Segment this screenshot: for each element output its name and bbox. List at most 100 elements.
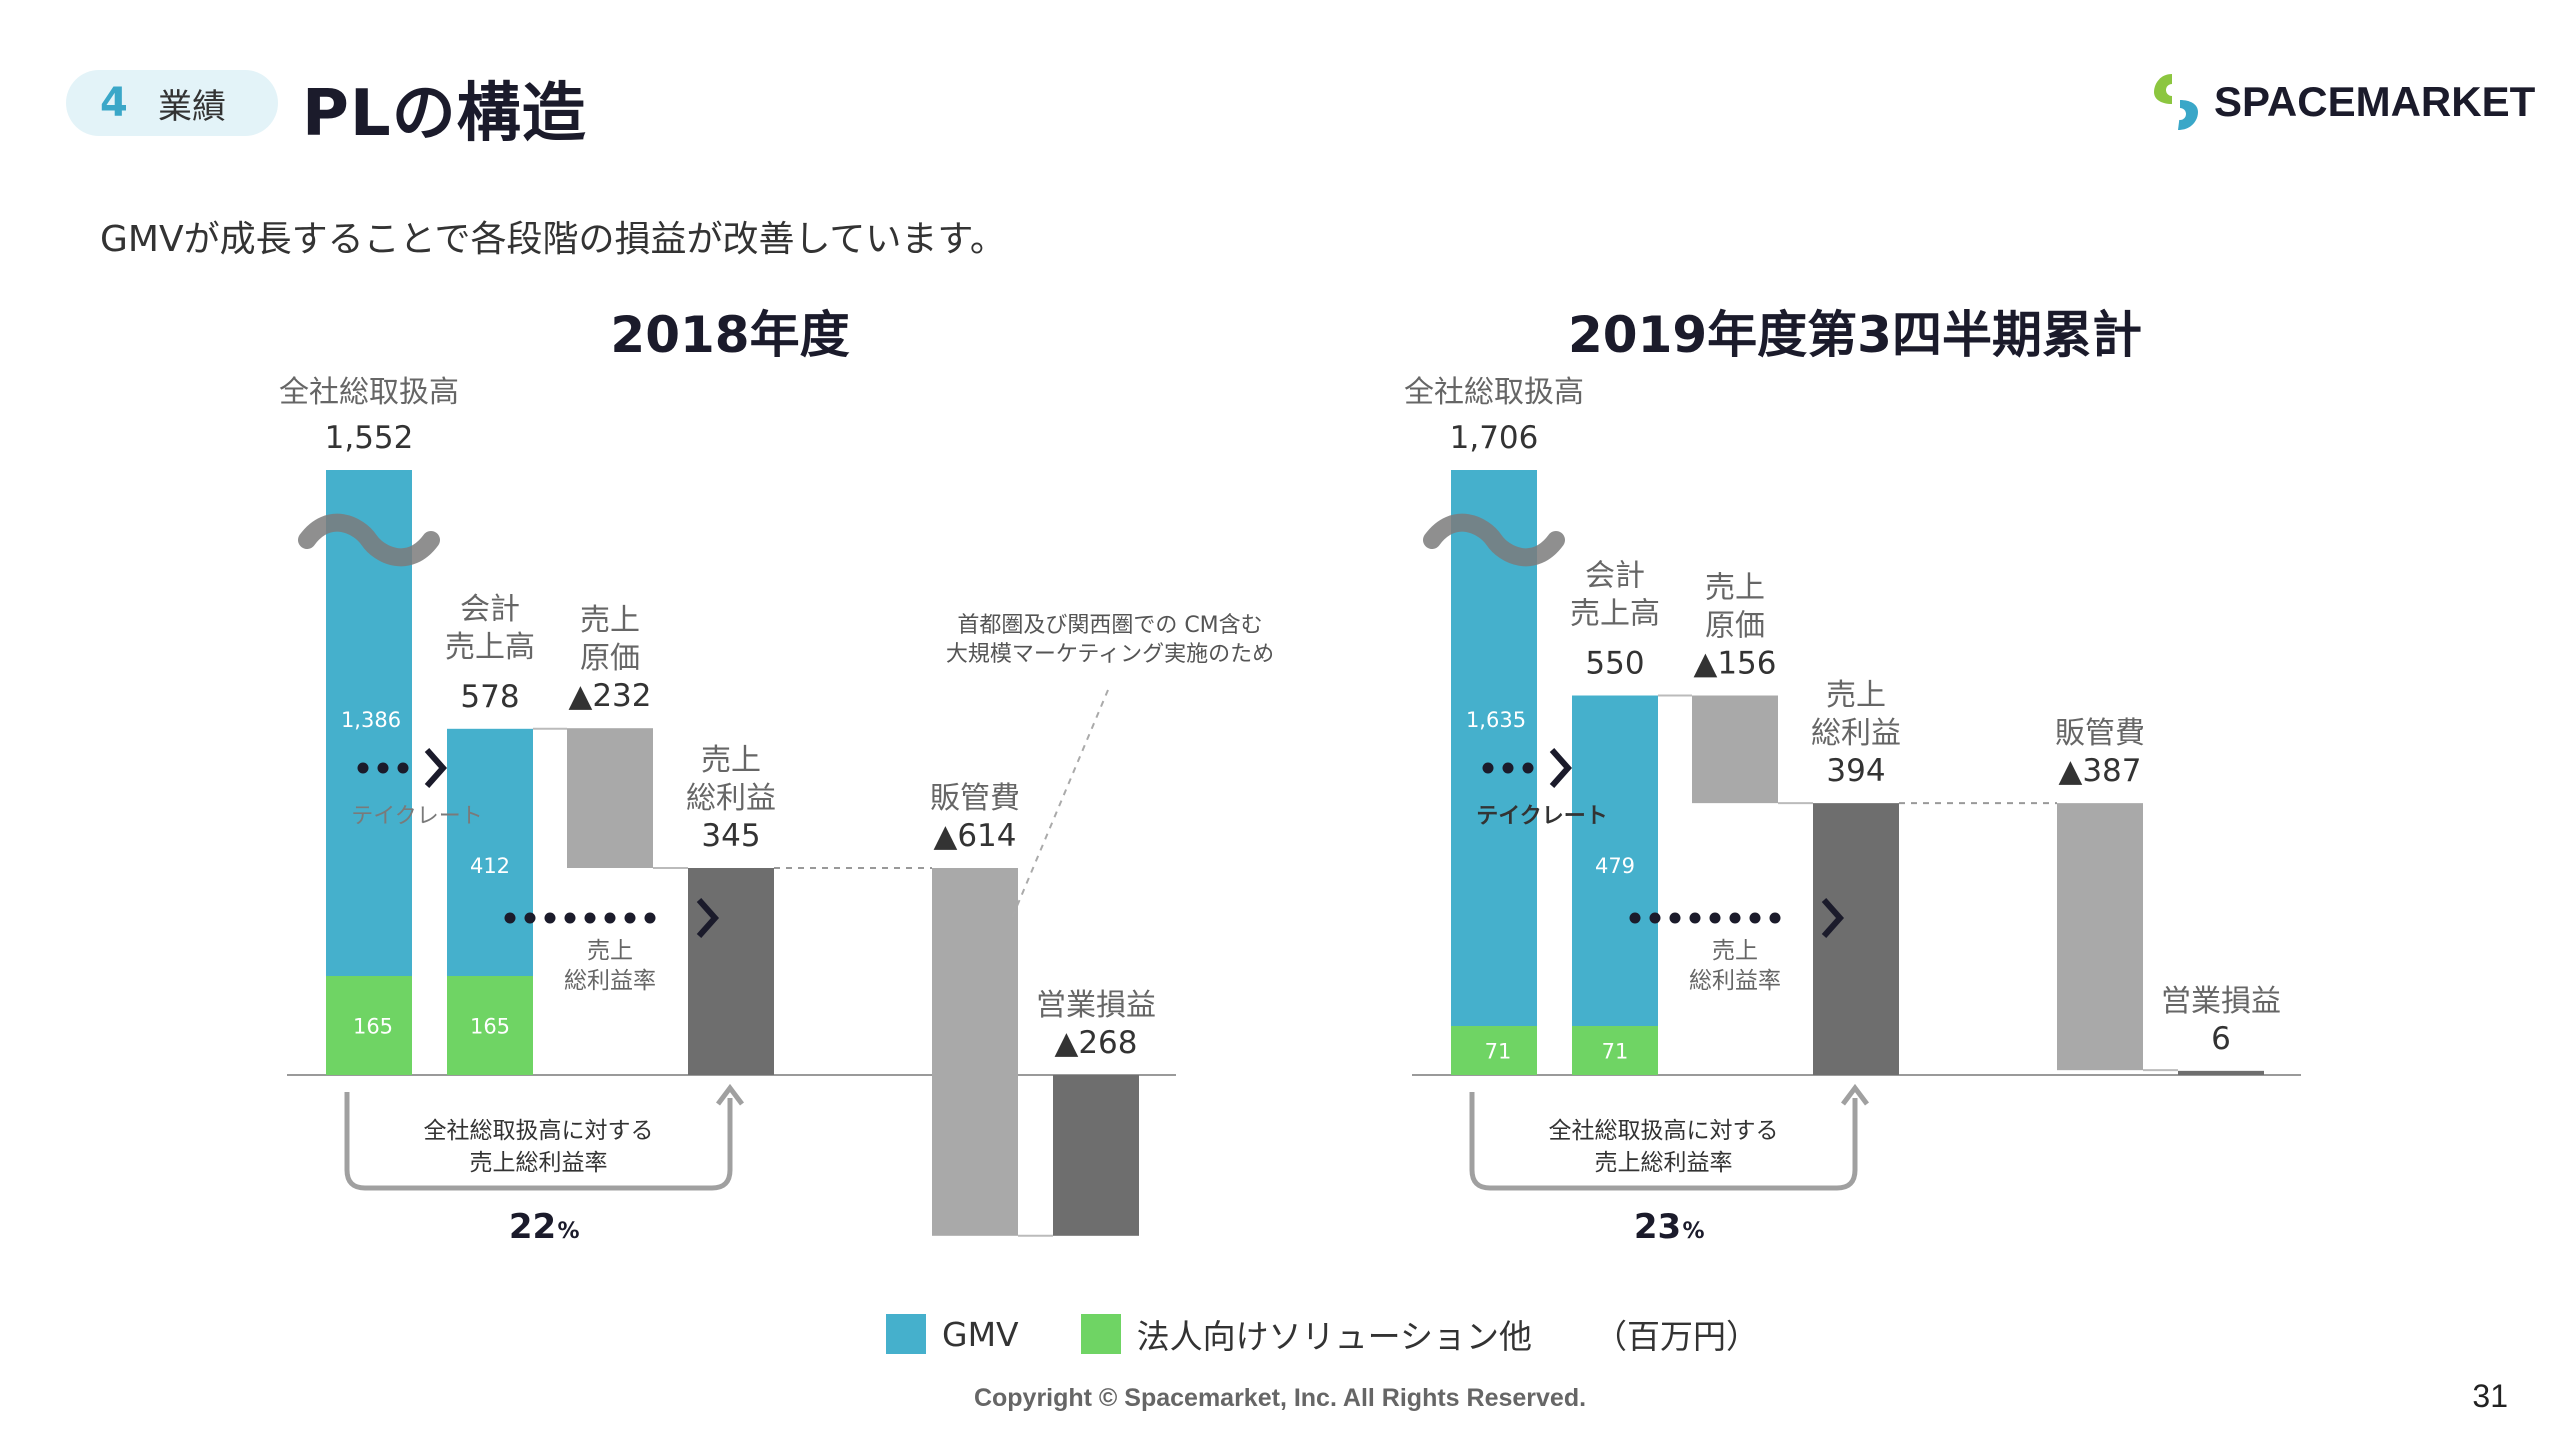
p1-margin-dot — [524, 912, 536, 924]
p2-margin-dot — [1629, 912, 1641, 924]
p2-ratio-arrow-icon — [1841, 1083, 1869, 1106]
p1-bar-label-step-3: 総利益 — [686, 781, 776, 816]
p1-annotation-text: 大規模マーケティング実施のため — [946, 642, 1274, 667]
p2-bar-value-step-3: 394 — [1826, 753, 1885, 789]
p1-bar-corporate-total — [326, 976, 412, 1075]
p1-margin-dot — [504, 912, 516, 924]
p1-margin-dot — [584, 912, 596, 924]
p1-bar-value-step-3: 345 — [701, 818, 760, 854]
section-badge: 4 業績 — [66, 70, 278, 136]
p1-bar-corporate-sales — [447, 976, 533, 1075]
legend-item-corporate: 法人向けソリューション他 — [1080, 1310, 1532, 1358]
p2-bar-label-step-3: 売上 — [1826, 678, 1886, 713]
p2-bar-value-step-5: 6 — [2211, 1021, 2231, 1057]
p2-take-rate-arrow-icon — [1549, 748, 1573, 788]
p1-bar-label-step-3: 売上 — [701, 743, 761, 778]
p2-take-rate-dot — [1502, 762, 1514, 774]
p1-bar-value-step-5: ▲268 — [1054, 1025, 1137, 1061]
legend-swatch-corporate — [1080, 1314, 1121, 1354]
p2-corporate-label-total: 71 — [1485, 1040, 1512, 1064]
p1-annotation-leader — [1011, 689, 1109, 919]
page-number: 31 — [2472, 1378, 2508, 1414]
p1-take-rate-dot — [357, 762, 369, 774]
p2-bar-label-step-2: 原価 — [1705, 609, 1765, 644]
legend: GMV 法人向けソリューション他 （百万円） — [886, 1310, 1759, 1358]
p1-take-rate-label: テイクレート — [351, 804, 483, 829]
p2-bar-step-5 — [2178, 1070, 2264, 1075]
p2-gmv-label-total: 1,635 — [1466, 708, 1526, 732]
section-label: 業績 — [158, 86, 226, 127]
p1-bar-value-sales: 578 — [460, 679, 519, 715]
p1-chart-title: 2018年度 — [610, 306, 849, 364]
logo-wordmark: SPACEMARKET — [2214, 78, 2536, 125]
p1-margin-label: 総利益率 — [564, 968, 656, 994]
p1-bar-value-step-4: ▲614 — [933, 818, 1016, 854]
p1-bar-label-step-2: 原価 — [580, 641, 640, 676]
p1-bar-step-2 — [567, 728, 653, 868]
p2-ratio-label: 売上総利益率 — [1595, 1150, 1733, 1176]
p2-bar-label-sales: 会計 — [1585, 559, 1645, 594]
spacemarket-logo: SPACEMARKET — [2150, 70, 2535, 134]
p1-bar-value-step-2: ▲232 — [568, 678, 651, 714]
p1-ratio-bracket — [344, 1092, 733, 1191]
p2-bar-label-step-4: 販管費 — [2055, 716, 2145, 751]
p1-axis-break-icon — [298, 513, 440, 567]
legend-unit: （百万円） — [1593, 1317, 1759, 1356]
p1-annotation-text: 首都圏及び関西圏での CM含む — [957, 613, 1262, 638]
p1-gmv-label-total: 1,386 — [341, 708, 401, 732]
p1-margin-dot — [624, 912, 636, 924]
p2-chart-title: 2019年度第3四半期累計 — [1568, 306, 2142, 364]
page-title: PLの構造 — [302, 77, 587, 151]
p2-bar-step-4 — [2057, 803, 2143, 1071]
p2-ratio-bracket — [1469, 1092, 1858, 1191]
p2-margin-label: 売上 — [1712, 938, 1758, 964]
p2-bar-label-step-3: 総利益 — [1811, 716, 1901, 751]
p1-margin-dot — [604, 912, 616, 924]
p1-bar-gmv-sales — [447, 728, 533, 976]
p2-bar-label-step-2: 売上 — [1705, 571, 1765, 606]
p1-ratio-unit: % — [557, 1219, 579, 1244]
p1-bar-value-total: 1,552 — [325, 420, 414, 456]
p1-bar-label-step-5: 営業損益 — [1036, 988, 1156, 1023]
p2-bar-corporate-total — [1451, 1026, 1537, 1075]
p2-margin-dot — [1669, 912, 1681, 924]
p2-margin-arrow-icon — [1821, 898, 1845, 938]
p2-bar-gmv-sales — [1572, 695, 1658, 1027]
p2-ratio-value: 23 — [1634, 1207, 1681, 1247]
p2-margin-dot — [1749, 912, 1761, 924]
p2-bar-label-total: 全社総取扱高 — [1404, 375, 1584, 410]
p2-gmv-label-sales: 479 — [1595, 854, 1635, 878]
logo-mark-icon — [2154, 74, 2198, 130]
p1-gmv-label-sales: 412 — [470, 854, 510, 878]
legend-swatch-gmv — [886, 1314, 926, 1354]
p2-axis-break-icon — [1423, 513, 1565, 567]
p1-ratio-value: 22 — [509, 1207, 556, 1247]
p1-take-rate-dot — [377, 762, 389, 774]
p1-bar-label-sales: 会計 — [460, 592, 520, 627]
section-number: 4 — [100, 80, 128, 126]
p2-take-rate-dot — [1482, 762, 1494, 774]
p1-margin-label: 売上 — [587, 938, 633, 964]
p2-bar-value-sales: 550 — [1585, 646, 1644, 682]
p2-bar-value-total: 1,706 — [1450, 420, 1539, 456]
p2-margin-dot — [1769, 912, 1781, 924]
legend-item-gmv: GMV — [886, 1314, 1019, 1354]
p2-ratio-unit: % — [1682, 1219, 1704, 1244]
p2-margin-label: 総利益率 — [1689, 968, 1781, 994]
p1-bar-step-4 — [932, 868, 1018, 1236]
p2-bar-label-sales: 売上高 — [1570, 597, 1660, 632]
p1-bar-label-total: 全社総取扱高 — [279, 375, 459, 410]
p1-corporate-label-total: 165 — [353, 1015, 393, 1039]
copyright: Copyright © Spacemarket, Inc. All Rights… — [973, 1384, 1587, 1412]
p2-ratio-label: 全社総取扱高に対する — [1549, 1118, 1779, 1144]
p1-bar-label-step-4: 販管費 — [930, 781, 1020, 816]
p1-margin-dot — [564, 912, 576, 924]
p1-ratio-label: 全社総取扱高に対する — [424, 1118, 654, 1144]
p2-margin-dot — [1649, 912, 1661, 924]
p2-bar-corporate-sales — [1572, 1026, 1658, 1075]
p1-ratio-label: 売上総利益率 — [470, 1150, 608, 1176]
p2-bar-label-step-5: 営業損益 — [2161, 984, 2281, 1019]
legend-label-corporate: 法人向けソリューション他 — [1136, 1317, 1532, 1356]
lead-text: GMVが成長することで各段階の損益が改善しています。 — [100, 219, 1006, 260]
